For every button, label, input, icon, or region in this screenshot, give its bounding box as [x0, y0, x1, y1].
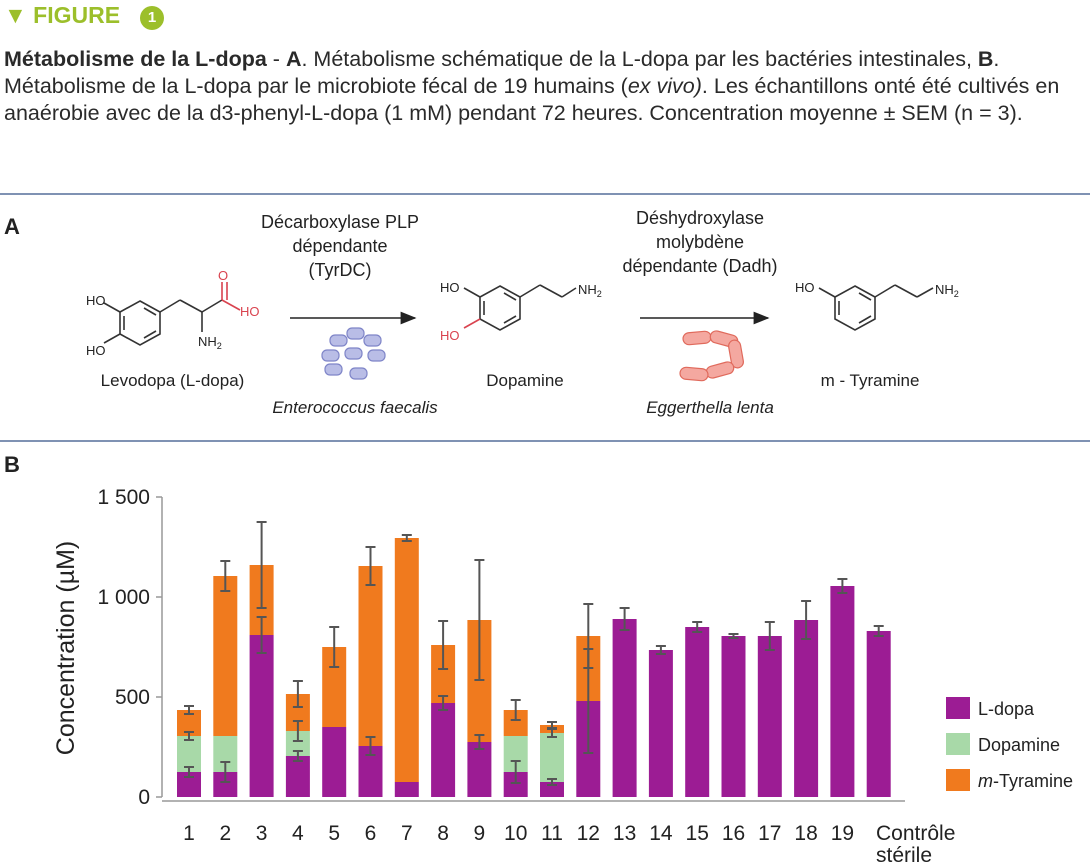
- bar-l-dopa-15: [685, 627, 710, 797]
- x-tick-label-control: Contrôle stérile: [876, 822, 955, 865]
- reaction-scheme: HO HO O HO NH2 HO HO NH2: [86, 268, 959, 382]
- legend-swatch-2: [946, 733, 970, 755]
- caption-a-letter: A: [285, 47, 302, 71]
- x-tick-label: 10: [504, 822, 527, 845]
- dopamine-nh2: NH2: [578, 282, 602, 299]
- enzyme1-label: Décarboxylase PLP dépendante (TyrDC): [240, 210, 440, 282]
- bar-l-dopa-5: [322, 727, 347, 797]
- bar-m-tyramine-2: [213, 576, 238, 736]
- bar-l-dopa-18: [794, 620, 819, 797]
- dopamine-ho-bottom: HO: [440, 328, 460, 343]
- ldopa-ho-top: HO: [86, 293, 106, 308]
- x-tick-label: 15: [686, 822, 709, 845]
- x-tick-label: 9: [474, 822, 486, 845]
- enzyme2-line2: molybdène: [655, 232, 745, 252]
- enzyme2-line3: dépendante (Dadh): [622, 256, 778, 276]
- legend-swatch-3: [946, 769, 970, 791]
- legend-label-1: L-dopa: [978, 699, 1035, 719]
- bar-m-tyramine-6: [358, 566, 383, 746]
- x-tick-label: 18: [794, 822, 817, 845]
- ldopa-nh2: NH2: [198, 334, 222, 351]
- caption-title: Métabolisme de la L-dopa: [4, 47, 267, 71]
- x-tick-label: 14: [649, 822, 673, 845]
- figure-tag: ▼ FIGURE: [4, 2, 121, 28]
- enzyme1-line3: (TyrDC): [308, 260, 372, 280]
- legend-label-3: m-Tyramine: [978, 771, 1073, 791]
- bar-l-dopa-4: [285, 756, 310, 797]
- caption-b-end: . Les échantillons onté été cultivés en …: [4, 74, 1060, 125]
- panel-a-letter: A: [4, 214, 20, 239]
- x-tick-label: 2: [219, 822, 231, 845]
- bar-l-dopa-19: [830, 586, 855, 797]
- bar-l-dopa-9: [467, 742, 492, 797]
- enzyme1-line1: Décarboxylase PLP: [260, 212, 420, 232]
- ldopa-o: O: [218, 268, 228, 283]
- divider-middle: [0, 440, 1090, 442]
- x-tick-label: 17: [758, 822, 781, 845]
- bacterium2-label: Eggerthella lenta: [646, 398, 774, 417]
- figure-caption: Métabolisme de la L-dopa - A. Métabolism…: [4, 46, 1086, 127]
- bar-l-dopa-16: [721, 636, 746, 797]
- bar-l-dopa-8: [431, 703, 456, 797]
- dopamine-ho-top: HO: [440, 280, 460, 295]
- bar-l-dopa-13: [612, 619, 637, 797]
- enzyme2-label: Déshydroxylase molybdène dépendante (Dad…: [600, 206, 800, 278]
- divider-top: [0, 193, 1090, 195]
- bar-l-dopa-7: [394, 782, 419, 797]
- bacterium1-label: Enterococcus faecalis: [272, 398, 438, 417]
- x-tick-label: 6: [365, 822, 377, 845]
- y-tick-label: 0: [138, 786, 150, 809]
- enterococcus-icon: [321, 327, 386, 380]
- caption-b-text: . Métabolisme de la L-dopa par le microb…: [4, 47, 1000, 98]
- caption-separator: -: [266, 47, 286, 71]
- figure-number-badge: 1: [140, 6, 164, 30]
- y-axis-label: Concentration (µM): [52, 541, 80, 755]
- bar-m-tyramine-7: [394, 538, 419, 782]
- x-tick-label: 8: [437, 822, 449, 845]
- tyramine-nh2: NH2: [935, 282, 959, 299]
- bar-dopamine-11: [540, 733, 564, 782]
- legend-swatch-1: [946, 697, 970, 719]
- ldopa-structure: [103, 282, 241, 346]
- tyramine-structure: [818, 284, 934, 331]
- caption-a-text: . Métabolisme schématique de la L-dopa p…: [301, 47, 978, 71]
- eggerthella-icon: [679, 330, 744, 382]
- ldopa-ho-bottom: HO: [86, 343, 106, 358]
- bar-l-dopa-11: [540, 782, 564, 797]
- x-tick-label: 3: [256, 822, 268, 845]
- tyramine-ho: HO: [795, 280, 815, 295]
- x-tick-label: 13: [613, 822, 636, 845]
- x-tick-label: 4: [292, 822, 304, 845]
- caption-b-letter: B: [977, 47, 994, 71]
- bar-l-dopa-14: [648, 650, 673, 797]
- x-tick-label: 11: [541, 822, 563, 845]
- panel-b-letter: B: [4, 452, 20, 477]
- bar-l-dopa-3: [249, 635, 274, 797]
- bar-l-dopa-20: [866, 631, 891, 797]
- ldopa-oh: HO: [240, 304, 260, 319]
- compound1-label: Levodopa (L-dopa): [100, 371, 245, 390]
- compound3-label: m - Tyramine: [820, 371, 920, 390]
- compound2-label: Dopamine: [486, 371, 564, 390]
- x-tick-label: 5: [328, 822, 340, 845]
- x-tick-label: 1: [183, 822, 195, 845]
- enzyme1-line2: dépendante: [292, 236, 388, 256]
- dopamine-structure: [463, 284, 577, 331]
- x-tick-label: 12: [577, 822, 600, 845]
- y-tick-label: 1 500: [97, 486, 150, 509]
- bar-l-dopa-17: [757, 636, 782, 797]
- y-tick-label: 500: [115, 686, 150, 709]
- x-tick-label: 16: [722, 822, 745, 845]
- x-tick-label: 19: [831, 822, 854, 845]
- y-tick-label: 1 000: [97, 586, 150, 609]
- caption-b-italic: ex vivo): [627, 74, 702, 98]
- legend-label-2: Dopamine: [978, 735, 1060, 755]
- x-tick-label: 7: [401, 822, 413, 845]
- enzyme2-line1: Déshydroxylase: [635, 208, 765, 228]
